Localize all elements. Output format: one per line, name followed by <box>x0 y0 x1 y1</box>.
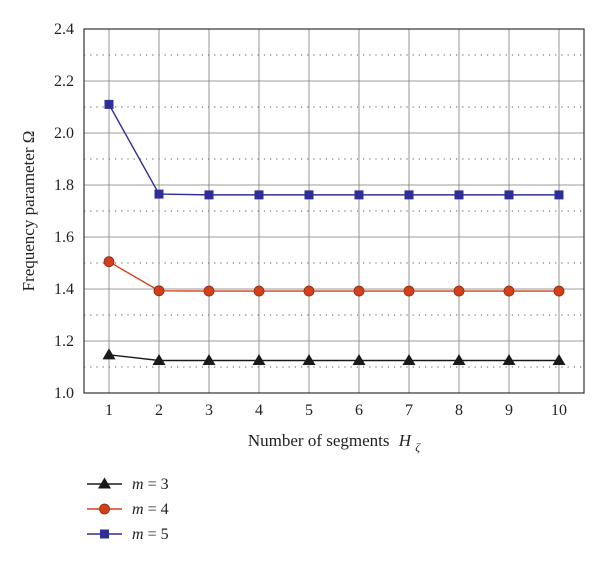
data-point <box>453 285 465 297</box>
data-point <box>104 99 114 109</box>
data-point <box>252 354 266 366</box>
data-point <box>154 189 164 199</box>
data-point <box>304 190 314 200</box>
data-point <box>303 285 315 297</box>
x-axis-title-text: Number of segments <box>248 431 390 450</box>
legend-marker <box>100 529 109 539</box>
series-m-3 <box>102 348 566 366</box>
legend-label-value: = 4 <box>144 501 169 518</box>
y-tick-label: 2.0 <box>54 125 74 142</box>
data-point <box>402 354 416 366</box>
data-point <box>153 285 165 297</box>
y-tick-label: 1.0 <box>54 385 74 402</box>
legend-marker <box>99 503 110 515</box>
x-axis-title-symbol: H <box>398 431 413 450</box>
y-axis: 1.0 1.2 1.4 1.6 1.8 2.0 2.2 2.4 <box>54 21 74 402</box>
series-m-4 <box>103 256 565 297</box>
legend-label: m = 3 <box>132 476 169 493</box>
x-tick-label: 8 <box>455 402 463 419</box>
data-point <box>203 285 215 297</box>
data-point <box>504 190 514 200</box>
data-point <box>452 354 466 366</box>
data-point <box>352 354 366 366</box>
data-point <box>254 190 264 200</box>
legend-label-value: = 3 <box>144 476 169 493</box>
data-point <box>353 285 365 297</box>
x-tick-label: 10 <box>551 402 567 419</box>
legend-label: m = 4 <box>132 501 169 518</box>
legend-marker <box>98 477 111 489</box>
x-tick-label: 4 <box>255 402 263 419</box>
legend-label-var: m <box>132 476 144 493</box>
data-point <box>403 285 415 297</box>
data-point <box>503 285 515 297</box>
y-axis-title: Frequency parameter Ω <box>19 131 38 292</box>
y-tick-label: 2.4 <box>54 21 74 38</box>
y-tick-label: 1.8 <box>54 177 74 194</box>
x-tick-label: 7 <box>405 402 413 419</box>
data-point <box>202 354 216 366</box>
legend-label-var: m <box>132 501 144 518</box>
data-point <box>552 354 566 366</box>
x-tick-label: 9 <box>505 402 513 419</box>
data-point <box>553 285 565 297</box>
x-tick-label: 5 <box>305 402 313 419</box>
data-point <box>554 190 564 200</box>
series-line <box>108 354 559 362</box>
grid <box>84 28 584 394</box>
data-point <box>354 190 364 200</box>
data-point <box>204 190 214 200</box>
y-tick-label: 1.2 <box>54 333 74 350</box>
series-layer <box>102 99 566 366</box>
x-tick-label: 3 <box>205 402 213 419</box>
legend-item: m = 4 <box>87 501 169 518</box>
data-point <box>253 285 265 297</box>
legend-label: m = 5 <box>132 526 169 543</box>
legend: m = 3m = 4m = 5 <box>87 476 169 543</box>
x-axis-title-subscript: ζ <box>415 440 421 454</box>
series-line <box>108 261 559 292</box>
data-point <box>103 256 115 268</box>
data-point <box>102 348 116 360</box>
data-point <box>152 354 166 366</box>
plot-frame <box>83 28 585 394</box>
y-tick-label: 1.4 <box>54 281 74 298</box>
data-point <box>454 190 464 200</box>
data-point <box>302 354 316 366</box>
x-axis: 1 2 3 4 5 6 7 8 9 10 <box>105 402 567 419</box>
legend-item: m = 5 <box>87 526 169 543</box>
y-tick-label: 2.2 <box>54 73 74 90</box>
legend-item: m = 3 <box>87 476 169 493</box>
y-tick-label: 1.6 <box>54 229 74 246</box>
x-tick-label: 1 <box>105 402 113 419</box>
data-point <box>502 354 516 366</box>
x-axis-title: Number of segments H ζ <box>248 431 421 454</box>
legend-label-value: = 5 <box>144 526 169 543</box>
x-tick-label: 6 <box>355 402 363 419</box>
series-m-5 <box>104 99 564 200</box>
legend-label-var: m <box>132 526 144 543</box>
x-tick-label: 2 <box>155 402 163 419</box>
data-point <box>404 190 414 200</box>
series-line <box>108 104 559 196</box>
